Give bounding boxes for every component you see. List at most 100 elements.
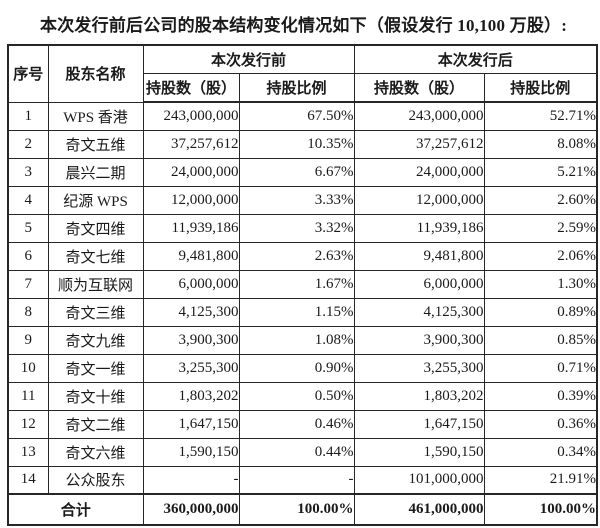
col-header-before-ratio: 持股比例 <box>238 72 355 103</box>
cell-after-shares: 37,257,612 <box>353 129 485 159</box>
cell-after-shares: 243,000,000 <box>353 101 485 131</box>
total-after-ratio: 100.00% <box>483 493 598 526</box>
cell-shareholder-name: 公众股东 <box>47 465 144 495</box>
cell-after-shares: 4,125,300 <box>353 297 485 327</box>
col-group-before: 本次发行前 <box>142 44 355 74</box>
table-row: 9 奇文九维 3,900,300 1.08% 3,900,300 0.85% <box>7 325 598 355</box>
cell-shareholder-name: WPS 香港 <box>47 101 144 131</box>
cell-shareholder-name: 奇文五维 <box>47 129 144 159</box>
cell-shareholder-name: 奇文二维 <box>47 409 144 439</box>
cell-after-shares: 101,000,000 <box>353 465 485 495</box>
cell-after-shares: 3,900,300 <box>353 325 485 355</box>
cell-before-ratio: 0.90% <box>238 353 355 383</box>
table-row: 8 奇文三维 4,125,300 1.15% 4,125,300 0.89% <box>7 297 598 327</box>
table-row: 4 纪源 WPS 12,000,000 3.33% 12,000,000 2.6… <box>7 185 598 215</box>
cell-after-ratio: 2.60% <box>483 185 598 215</box>
cell-index: 6 <box>7 241 49 271</box>
table-row: 12 奇文二维 1,647,150 0.46% 1,647,150 0.36% <box>7 409 598 439</box>
cell-before-shares: 1,803,202 <box>142 381 240 411</box>
cell-after-shares: 11,939,186 <box>353 213 485 243</box>
cell-before-shares: 4,125,300 <box>142 297 240 327</box>
cell-after-ratio: 21.91% <box>483 465 598 495</box>
cell-after-ratio: 0.39% <box>483 381 598 411</box>
cell-before-ratio: 6.67% <box>238 157 355 187</box>
cell-before-ratio: 1.67% <box>238 269 355 299</box>
cell-after-ratio: 0.85% <box>483 325 598 355</box>
cell-before-ratio: 3.33% <box>238 185 355 215</box>
col-header-index: 序号 <box>7 44 49 103</box>
total-row: 合计 360,000,000 100.00% 461,000,000 100.0… <box>7 493 598 526</box>
col-header-after-shares: 持股数（股） <box>353 72 485 103</box>
cell-shareholder-name: 奇文三维 <box>47 297 144 327</box>
cell-index: 10 <box>7 353 49 383</box>
cell-after-shares: 24,000,000 <box>353 157 485 187</box>
table-row: 14 公众股东 - - 101,000,000 21.91% <box>7 465 598 495</box>
cell-index: 13 <box>7 437 49 467</box>
col-header-after-ratio: 持股比例 <box>483 72 598 103</box>
cell-before-shares: - <box>142 465 240 495</box>
table-body: 1 WPS 香港 243,000,000 67.50% 243,000,000 … <box>7 101 598 526</box>
cell-shareholder-name: 奇文九维 <box>47 325 144 355</box>
cell-before-ratio: 0.44% <box>238 437 355 467</box>
share-structure-table: 序号 股东名称 本次发行前 本次发行后 持股数（股） 持股比例 持股数（股） 持… <box>7 44 599 526</box>
cell-before-ratio: 0.50% <box>238 381 355 411</box>
cell-after-ratio: 52.71% <box>483 101 598 131</box>
cell-index: 1 <box>7 101 49 131</box>
cell-before-ratio: 3.32% <box>238 213 355 243</box>
total-after-shares: 461,000,000 <box>353 493 485 526</box>
col-header-before-shares: 持股数（股） <box>142 72 240 103</box>
cell-after-ratio: 0.36% <box>483 409 598 439</box>
cell-index: 2 <box>7 129 49 159</box>
cell-after-ratio: 5.21% <box>483 157 598 187</box>
table-row: 3 晨兴二期 24,000,000 6.67% 24,000,000 5.21% <box>7 157 598 187</box>
table-row: 2 奇文五维 37,257,612 10.35% 37,257,612 8.08… <box>7 129 598 159</box>
cell-index: 5 <box>7 213 49 243</box>
cell-shareholder-name: 纪源 WPS <box>47 185 144 215</box>
cell-shareholder-name: 奇文七维 <box>47 241 144 271</box>
cell-after-ratio: 0.71% <box>483 353 598 383</box>
document-title: 本次发行前后公司的股本结构变化情况如下（假设发行 10,100 万股）: <box>40 16 568 35</box>
col-header-shareholder: 股东名称 <box>47 44 144 103</box>
cell-shareholder-name: 顺为互联网 <box>47 269 144 299</box>
cell-after-shares: 6,000,000 <box>353 269 485 299</box>
cell-before-shares: 1,647,150 <box>142 409 240 439</box>
table-row: 5 奇文四维 11,939,186 3.32% 11,939,186 2.59% <box>7 213 598 243</box>
cell-after-shares: 3,255,300 <box>353 353 485 383</box>
table-row: 10 奇文一维 3,255,300 0.90% 3,255,300 0.71% <box>7 353 598 383</box>
cell-after-shares: 12,000,000 <box>353 185 485 215</box>
table-row: 1 WPS 香港 243,000,000 67.50% 243,000,000 … <box>7 101 598 131</box>
cell-before-ratio: 10.35% <box>238 129 355 159</box>
cell-shareholder-name: 奇文四维 <box>47 213 144 243</box>
cell-before-shares: 11,939,186 <box>142 213 240 243</box>
cell-after-shares: 1,803,202 <box>353 381 485 411</box>
table-row: 6 奇文七维 9,481,800 2.63% 9,481,800 2.06% <box>7 241 598 271</box>
cell-index: 7 <box>7 269 49 299</box>
cell-after-ratio: 2.59% <box>483 213 598 243</box>
total-before-ratio: 100.00% <box>238 493 355 526</box>
table-row: 11 奇文十维 1,803,202 0.50% 1,803,202 0.39% <box>7 381 598 411</box>
cell-before-shares: 9,481,800 <box>142 241 240 271</box>
cell-after-shares: 1,647,150 <box>353 409 485 439</box>
cell-after-ratio: 1.30% <box>483 269 598 299</box>
cell-index: 3 <box>7 157 49 187</box>
col-group-after: 本次发行后 <box>353 44 598 74</box>
table-row: 7 顺为互联网 6,000,000 1.67% 6,000,000 1.30% <box>7 269 598 299</box>
cell-before-shares: 3,255,300 <box>142 353 240 383</box>
cell-shareholder-name: 奇文十维 <box>47 381 144 411</box>
cell-after-ratio: 0.89% <box>483 297 598 327</box>
cell-before-shares: 6,000,000 <box>142 269 240 299</box>
cell-index: 4 <box>7 185 49 215</box>
cell-before-shares: 12,000,000 <box>142 185 240 215</box>
cell-before-shares: 243,000,000 <box>142 101 240 131</box>
cell-before-ratio: 2.63% <box>238 241 355 271</box>
cell-before-ratio: 67.50% <box>238 101 355 131</box>
cell-shareholder-name: 奇文一维 <box>47 353 144 383</box>
total-before-shares: 360,000,000 <box>142 493 240 526</box>
cell-index: 12 <box>7 409 49 439</box>
cell-after-shares: 9,481,800 <box>353 241 485 271</box>
cell-before-shares: 24,000,000 <box>142 157 240 187</box>
cell-shareholder-name: 奇文六维 <box>47 437 144 467</box>
cell-before-shares: 37,257,612 <box>142 129 240 159</box>
cell-before-shares: 3,900,300 <box>142 325 240 355</box>
cell-index: 9 <box>7 325 49 355</box>
